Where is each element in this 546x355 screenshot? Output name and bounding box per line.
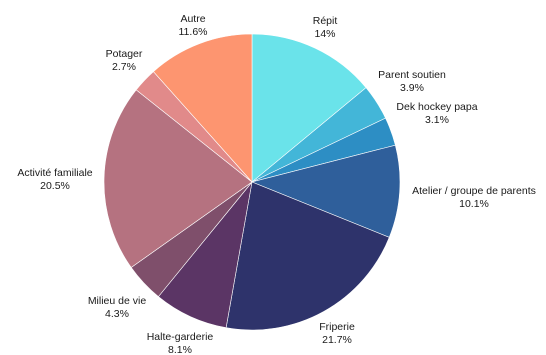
slice-label: Atelier / groupe de parents 10.1% [412,185,536,210]
slice-label-value: 8.1% [168,344,192,355]
slice-label-name: Répit [313,15,338,27]
slice-label: Milieu de vie 4.3% [88,295,147,320]
slice-label-value: 4.3% [105,308,129,320]
slice-label-value: 21.7% [322,334,352,346]
slice-label: Dek hockey papa 3.1% [396,101,477,126]
slice-label-name: Halte-garderie [147,331,214,343]
slice-label-value: 11.6% [179,26,208,38]
slice-label-name: Autre [180,13,205,25]
slice-label: Autre 11.6% [179,13,208,38]
slice-label-value: 10.1% [459,198,489,210]
slice-label-name: Potager [106,48,143,60]
slice-label-value: 14% [314,28,335,40]
slice-label: Friperie 21.7% [319,321,355,346]
pie-slices [104,34,400,330]
slice-label-value: 2.7% [112,61,136,73]
slice-label-name: Atelier / groupe de parents [412,185,536,197]
slice-label-name: Friperie [319,321,355,333]
slice-label: Parent soutien 3.9% [378,69,446,94]
slice-label-name: Parent soutien [378,69,446,81]
slice-label: Activité familiale 20.5% [17,167,92,192]
slice-label-value: 20.5% [40,180,70,192]
slice-label: Répit 14% [313,15,338,40]
slice-label-name: Milieu de vie [88,295,147,307]
slice-label: Halte-garderie 8.1% [147,331,214,355]
slice-label-name: Activité familiale [17,167,92,179]
slice-label-value: 3.9% [400,82,424,94]
slice-label-name: Dek hockey papa [396,101,477,113]
slice-label-value: 3.1% [425,114,449,126]
slice-label: Potager 2.7% [106,48,143,73]
